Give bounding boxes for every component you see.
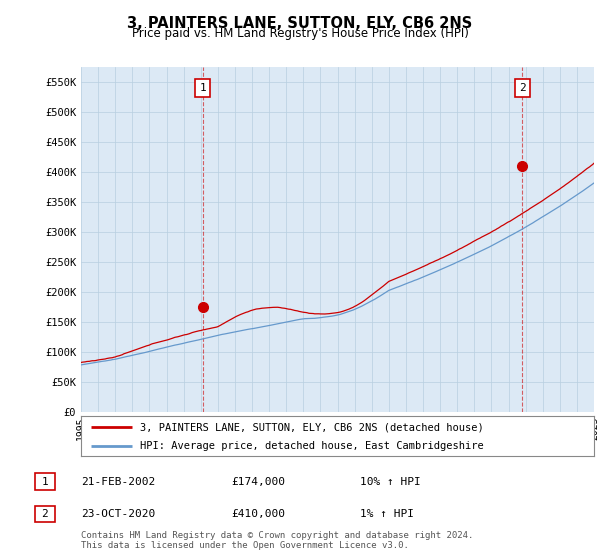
Text: 3, PAINTERS LANE, SUTTON, ELY, CB6 2NS: 3, PAINTERS LANE, SUTTON, ELY, CB6 2NS	[127, 16, 473, 31]
Text: 2: 2	[41, 509, 49, 519]
Text: 1: 1	[41, 477, 49, 487]
Text: 2: 2	[519, 83, 526, 93]
Text: 10% ↑ HPI: 10% ↑ HPI	[360, 477, 421, 487]
Text: 23-OCT-2020: 23-OCT-2020	[81, 509, 155, 519]
Text: HPI: Average price, detached house, East Cambridgeshire: HPI: Average price, detached house, East…	[140, 441, 484, 451]
Text: 21-FEB-2002: 21-FEB-2002	[81, 477, 155, 487]
Text: £174,000: £174,000	[231, 477, 285, 487]
Text: Price paid vs. HM Land Registry's House Price Index (HPI): Price paid vs. HM Land Registry's House …	[131, 27, 469, 40]
Text: Contains HM Land Registry data © Crown copyright and database right 2024.
This d: Contains HM Land Registry data © Crown c…	[81, 530, 473, 550]
Text: 1% ↑ HPI: 1% ↑ HPI	[360, 509, 414, 519]
Text: £410,000: £410,000	[231, 509, 285, 519]
Text: 3, PAINTERS LANE, SUTTON, ELY, CB6 2NS (detached house): 3, PAINTERS LANE, SUTTON, ELY, CB6 2NS (…	[140, 422, 484, 432]
Text: 1: 1	[199, 83, 206, 93]
